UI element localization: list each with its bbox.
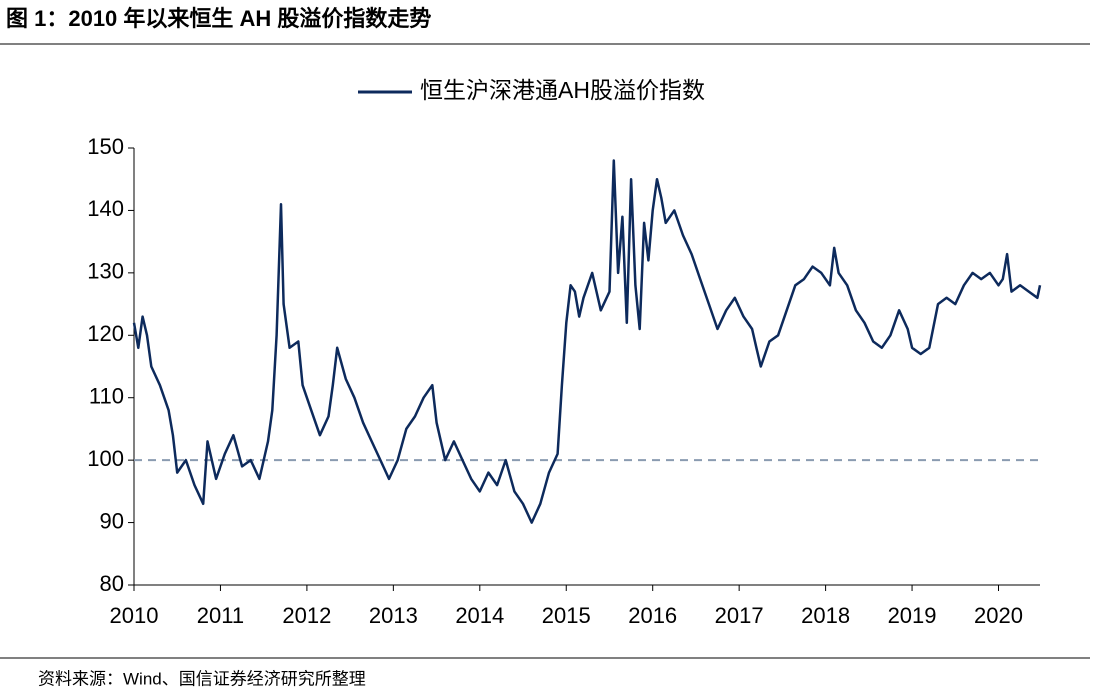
source-note: 资料来源：Wind、国信证券经济研究所整理 bbox=[38, 669, 366, 688]
y-tick-label: 150 bbox=[87, 134, 124, 159]
x-tick-label: 2017 bbox=[715, 603, 764, 628]
x-tick-label: 2015 bbox=[542, 603, 591, 628]
y-tick-label: 90 bbox=[100, 508, 124, 533]
x-tick-label: 2019 bbox=[888, 603, 937, 628]
y-tick-label: 140 bbox=[87, 196, 124, 221]
x-tick-label: 2020 bbox=[974, 603, 1023, 628]
x-tick-label: 2018 bbox=[801, 603, 850, 628]
y-tick-label: 110 bbox=[89, 384, 124, 409]
x-tick-label: 2011 bbox=[197, 603, 244, 628]
x-tick-label: 2014 bbox=[455, 603, 504, 628]
x-tick-label: 2013 bbox=[369, 603, 418, 628]
data-line bbox=[132, 159, 1042, 524]
x-tick-label: 2010 bbox=[110, 603, 159, 628]
legend-label: 恒生沪深港通AH股溢价指数 bbox=[420, 77, 705, 103]
x-tick-label: 2016 bbox=[628, 603, 677, 628]
y-tick-label: 130 bbox=[87, 259, 124, 284]
y-tick-label: 80 bbox=[100, 571, 124, 596]
y-tick-label: 100 bbox=[87, 446, 124, 471]
x-tick-label: 2012 bbox=[282, 603, 331, 628]
y-tick-label: 120 bbox=[87, 321, 124, 346]
chart-title: 图 1：2010 年以来恒生 AH 股溢价指数走势 bbox=[6, 6, 431, 31]
